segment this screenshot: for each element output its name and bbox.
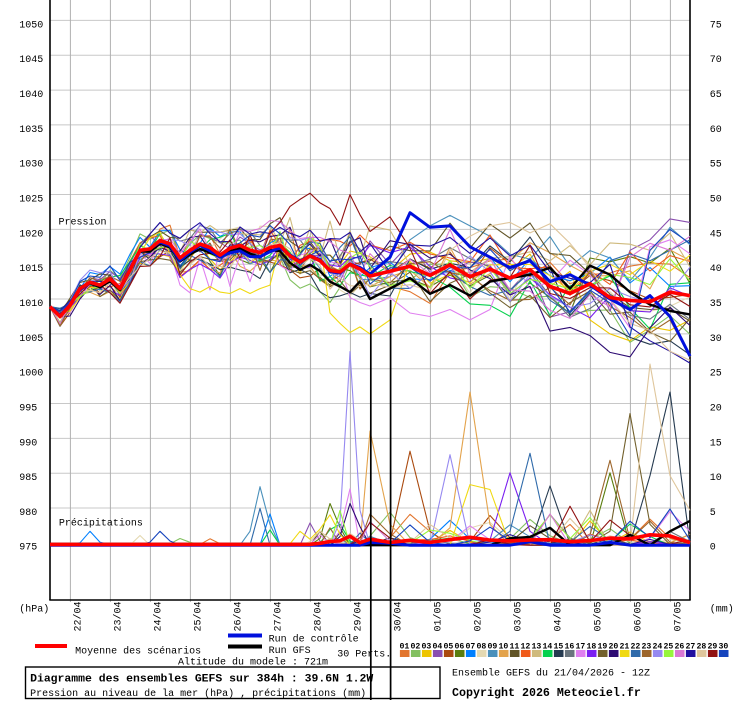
- svg-text:Run de contrôle: Run de contrôle: [269, 634, 359, 646]
- svg-text:Ensemble GEFS du 21/04/2026 -: Ensemble GEFS du 21/04/2026 - 12Z: [452, 667, 650, 679]
- svg-text:27/04: 27/04: [273, 601, 285, 631]
- svg-text:10: 10: [499, 642, 509, 651]
- svg-text:27: 27: [686, 642, 696, 651]
- svg-text:Pression au niveau de la mer (: Pression au niveau de la mer (hPa) , pré…: [30, 688, 366, 700]
- svg-text:20: 20: [710, 403, 722, 414]
- svg-text:13: 13: [532, 642, 542, 651]
- svg-text:25: 25: [664, 642, 674, 651]
- svg-text:1050: 1050: [19, 20, 43, 31]
- svg-text:02/05: 02/05: [473, 601, 485, 631]
- svg-text:75: 75: [710, 20, 722, 31]
- svg-text:1010: 1010: [19, 299, 43, 310]
- svg-text:Pression: Pression: [59, 217, 107, 229]
- svg-text:10: 10: [710, 473, 722, 484]
- svg-text:08: 08: [477, 642, 487, 651]
- svg-text:03: 03: [422, 642, 432, 651]
- svg-text:(hPa): (hPa): [19, 604, 49, 616]
- svg-text:50: 50: [710, 194, 722, 205]
- svg-text:30: 30: [710, 334, 722, 345]
- svg-text:1015: 1015: [19, 264, 43, 275]
- svg-text:02: 02: [411, 642, 421, 651]
- svg-text:40: 40: [710, 264, 722, 275]
- svg-text:1025: 1025: [19, 194, 43, 205]
- svg-text:1030: 1030: [19, 160, 43, 171]
- svg-text:18: 18: [587, 642, 597, 651]
- svg-text:28/04: 28/04: [313, 601, 325, 631]
- svg-text:22: 22: [631, 642, 641, 651]
- svg-text:Diagramme des ensembles GEFS s: Diagramme des ensembles GEFS sur 384h : …: [30, 672, 373, 685]
- svg-text:16: 16: [565, 642, 575, 651]
- svg-text:Précipitations: Précipitations: [59, 518, 143, 530]
- svg-text:995: 995: [19, 403, 37, 414]
- svg-text:01/05: 01/05: [433, 601, 445, 631]
- svg-text:45: 45: [710, 229, 722, 240]
- svg-text:04: 04: [433, 642, 443, 651]
- svg-text:30 Perts.: 30 Perts.: [337, 650, 391, 661]
- svg-text:985: 985: [19, 473, 37, 484]
- svg-text:29: 29: [708, 642, 718, 651]
- svg-text:04/05: 04/05: [553, 601, 565, 631]
- svg-text:1045: 1045: [19, 55, 43, 66]
- svg-text:23: 23: [642, 642, 652, 651]
- svg-text:1040: 1040: [19, 90, 43, 101]
- svg-text:12: 12: [521, 642, 531, 651]
- svg-text:14: 14: [543, 642, 553, 651]
- svg-text:60: 60: [710, 125, 722, 136]
- svg-text:03/05: 03/05: [513, 601, 525, 631]
- svg-text:07/05: 07/05: [673, 601, 685, 631]
- svg-text:990: 990: [19, 438, 37, 449]
- svg-text:11: 11: [510, 642, 520, 651]
- svg-text:26: 26: [675, 642, 685, 651]
- svg-text:55: 55: [710, 160, 722, 171]
- svg-text:06: 06: [455, 642, 465, 651]
- svg-text:24: 24: [653, 642, 663, 651]
- svg-text:975: 975: [19, 543, 37, 554]
- svg-text:1005: 1005: [19, 334, 43, 345]
- svg-text:29/04: 29/04: [353, 601, 365, 631]
- svg-text:06/05: 06/05: [633, 601, 645, 631]
- svg-text:26/04: 26/04: [233, 601, 245, 631]
- svg-text:05: 05: [444, 642, 454, 651]
- svg-text:17: 17: [576, 642, 586, 651]
- svg-text:28: 28: [697, 642, 707, 651]
- svg-text:21: 21: [620, 642, 630, 651]
- svg-text:Copyright 2026 Meteociel.fr: Copyright 2026 Meteociel.fr: [452, 686, 641, 700]
- svg-text:1000: 1000: [19, 369, 43, 380]
- svg-text:22/04: 22/04: [73, 601, 85, 631]
- svg-text:25/04: 25/04: [193, 601, 205, 631]
- svg-text:24/04: 24/04: [153, 601, 165, 631]
- svg-text:65: 65: [710, 90, 722, 101]
- svg-text:980: 980: [19, 508, 37, 519]
- svg-text:1035: 1035: [19, 125, 43, 136]
- svg-text:0: 0: [710, 543, 716, 554]
- svg-text:09: 09: [488, 642, 498, 651]
- svg-text:15: 15: [554, 642, 564, 651]
- svg-text:25: 25: [710, 369, 722, 380]
- svg-text:(mm): (mm): [710, 604, 734, 616]
- svg-text:35: 35: [710, 299, 722, 310]
- svg-text:20: 20: [609, 642, 619, 651]
- svg-text:05/05: 05/05: [593, 601, 605, 631]
- svg-text:Run GFS: Run GFS: [269, 646, 311, 657]
- svg-text:Moyenne des scénarios: Moyenne des scénarios: [75, 646, 201, 658]
- svg-text:01: 01: [400, 642, 410, 651]
- svg-text:70: 70: [710, 55, 722, 66]
- svg-text:15: 15: [710, 438, 722, 449]
- svg-text:23/04: 23/04: [113, 601, 125, 631]
- svg-text:30/04: 30/04: [393, 601, 405, 631]
- svg-text:30: 30: [719, 642, 729, 651]
- svg-text:07: 07: [466, 642, 476, 651]
- svg-text:19: 19: [598, 642, 608, 651]
- svg-text:Altitude du modele : 721m: Altitude du modele : 721m: [178, 656, 328, 668]
- svg-text:5: 5: [710, 508, 716, 519]
- svg-text:1020: 1020: [19, 229, 43, 240]
